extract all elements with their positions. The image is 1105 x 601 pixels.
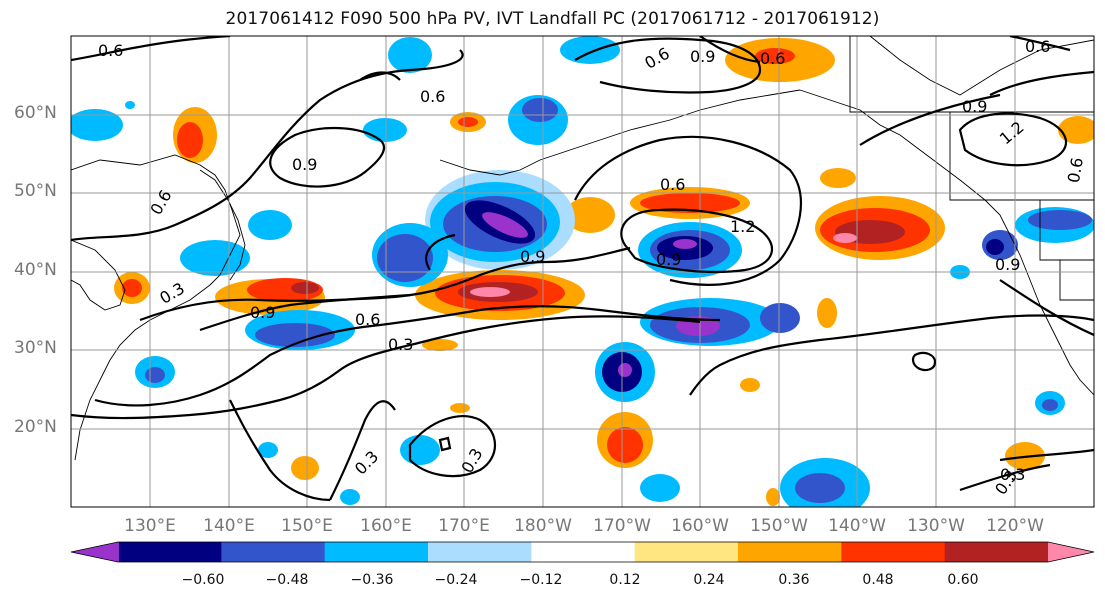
svg-text:0.9: 0.9 <box>292 155 317 174</box>
colorbar <box>70 541 1095 563</box>
coastlines <box>71 36 1094 461</box>
svg-text:0.9: 0.9 <box>520 247 545 266</box>
svg-text:0.6: 0.6 <box>98 41 123 60</box>
svg-text:0.9: 0.9 <box>690 47 715 66</box>
lat-label-60n: 60°N <box>14 103 57 123</box>
colorbar-segment <box>944 542 1049 562</box>
svg-text:0.6: 0.6 <box>760 49 785 68</box>
colorbar-extend-low <box>71 542 118 562</box>
lon-label-170w: 170°W <box>593 516 651 536</box>
colorbar-label: −0.60 <box>181 572 225 588</box>
ivt-contours <box>71 36 1094 502</box>
colorbar-label: 0.12 <box>609 572 641 588</box>
svg-text:0.6: 0.6 <box>420 87 445 106</box>
svg-text:0.3: 0.3 <box>388 335 413 354</box>
svg-text:0.6: 0.6 <box>660 175 685 194</box>
lon-label-170e: 170°E <box>438 516 490 536</box>
lon-label-130w: 130°W <box>907 516 965 536</box>
colorbar-segment <box>531 542 636 562</box>
lat-label-30n: 30°N <box>14 338 57 358</box>
colorbar-label: 0.60 <box>947 572 979 588</box>
colorbar-segment <box>841 542 946 562</box>
lon-label-120w: 120°W <box>986 516 1044 536</box>
lat-label-40n: 40°N <box>14 260 57 280</box>
lon-label-160w: 160°W <box>671 516 729 536</box>
lat-label-20n: 20°N <box>14 417 57 437</box>
lon-label-160e: 160°E <box>360 516 412 536</box>
svg-text:0.6: 0.6 <box>1025 37 1050 56</box>
colorbar-segment <box>118 542 222 562</box>
lon-label-130e: 130°E <box>124 516 176 536</box>
colorbar-segment <box>324 542 429 562</box>
lat-label-50n: 50°N <box>14 181 57 201</box>
lon-label-150w: 150°W <box>750 516 808 536</box>
colorbar-label: 0.36 <box>778 572 810 588</box>
svg-text:0.9: 0.9 <box>962 97 987 116</box>
colorbar-label: 0.24 <box>693 572 725 588</box>
colorbar-segment <box>428 542 532 562</box>
svg-text:0.3: 0.3 <box>1000 465 1025 484</box>
lon-label-150e: 150°E <box>281 516 333 536</box>
colorbar-label: 0.48 <box>862 572 894 588</box>
svg-text:0.9: 0.9 <box>995 255 1020 274</box>
colorbar-segment <box>738 542 842 562</box>
colorbar-label: −0.24 <box>434 572 478 588</box>
lon-label-140e: 140°E <box>203 516 255 536</box>
colorbar-label: −0.12 <box>519 572 563 588</box>
svg-text:0.9: 0.9 <box>656 250 681 269</box>
colorbar-extend-high <box>1048 542 1094 562</box>
colorbar-segment <box>221 542 326 562</box>
svg-text:0.6: 0.6 <box>355 310 380 329</box>
svg-text:0.6: 0.6 <box>1064 156 1087 184</box>
lon-label-180w: 180°W <box>514 516 572 536</box>
map-title: 2017061412 F090 500 hPa PV, IVT Landfall… <box>225 9 880 29</box>
colorbar-label: −0.48 <box>265 572 309 588</box>
map-frame <box>70 35 1095 508</box>
lon-label-140w: 140°W <box>828 516 886 536</box>
colorbar-label: −0.36 <box>350 572 394 588</box>
colorbar-segment <box>634 542 739 562</box>
svg-text:0.9: 0.9 <box>250 303 275 322</box>
svg-text:1.2: 1.2 <box>730 217 755 236</box>
